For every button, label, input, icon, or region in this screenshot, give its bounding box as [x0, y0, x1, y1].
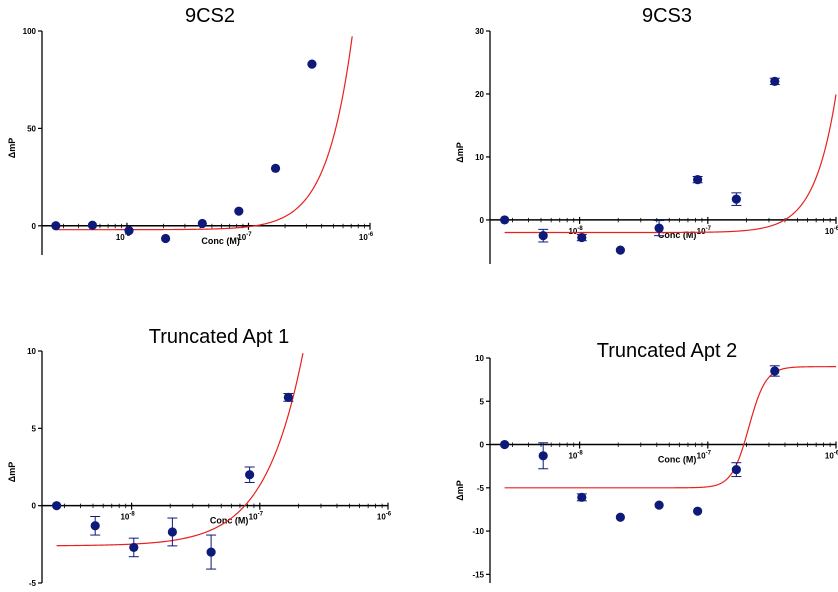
data-point	[307, 59, 317, 69]
y-axis-label: ΔmP	[455, 480, 465, 500]
data-point	[160, 233, 171, 244]
data-point	[731, 194, 741, 204]
x-axis-label: Conc (M)	[658, 230, 697, 240]
x-tick-label: 10-6	[825, 226, 838, 236]
data-point	[693, 506, 703, 516]
y-tick-label: 10	[27, 347, 36, 356]
data-point	[51, 221, 61, 231]
data-point	[124, 226, 134, 236]
data-point	[52, 501, 62, 511]
data-point	[577, 232, 587, 243]
y-tick-label: -15	[472, 570, 484, 579]
y-axis-label: ΔmP	[455, 142, 465, 162]
x-tick-label: 10-8	[568, 226, 583, 236]
x-axis-label: Conc (M)	[658, 455, 697, 465]
x-tick-label: 10-7	[249, 512, 264, 522]
data-point	[129, 542, 139, 553]
y-tick-label: -5	[29, 579, 37, 588]
data-point	[283, 392, 293, 402]
y-tick-label: -5	[477, 484, 485, 493]
data-point	[500, 215, 510, 225]
data-point	[197, 218, 207, 229]
y-tick-label: 0	[480, 441, 485, 450]
x-tick-label: 10-6	[359, 232, 374, 242]
y-tick-label: 30	[475, 27, 484, 36]
chart-panel: Truncated Apt 1 -5 0 5 10 10-8 10-7 10-6 Conc (M…	[7, 326, 392, 588]
x-tick-label: 10-6	[825, 451, 838, 461]
chart-title: 9CS3	[642, 5, 692, 27]
x-axis-label: Conc (M)	[201, 236, 240, 246]
y-tick-label: -10	[472, 527, 484, 536]
y-axis-label: ΔmP	[7, 138, 17, 158]
y-tick-label: 5	[32, 424, 37, 433]
y-tick-label: 0	[32, 502, 37, 511]
data-point	[167, 527, 177, 537]
x-tick-label: 10-6	[377, 512, 392, 522]
data-point	[245, 470, 255, 480]
chart-panel: 9CS3 0 10 20 30 10-8 10-7 10-6 Conc (M) ΔmP	[455, 5, 838, 264]
data-point	[87, 220, 98, 230]
x-tick-label: 10-7	[237, 232, 252, 242]
y-tick-label: 20	[475, 90, 484, 99]
chart-panel: Truncated Apt 2 -15 -10 -5 0 5 10 10-8 10-7 10-6 C…	[455, 340, 838, 583]
data-point	[770, 76, 780, 86]
data-point	[615, 512, 625, 522]
y-tick-label: 0	[32, 222, 37, 231]
x-tick-label: 10-8	[568, 451, 583, 461]
fit-curve	[504, 366, 836, 489]
data-point	[500, 439, 510, 450]
y-tick-label: 50	[27, 124, 36, 133]
chart-title: 9CS2	[185, 5, 235, 27]
x-tick-label: 10-7	[697, 451, 712, 461]
chart-title: Truncated Apt 1	[149, 326, 289, 348]
fit-curve	[55, 36, 353, 231]
x-axis-label: Conc (M)	[210, 516, 249, 526]
data-point	[538, 451, 548, 461]
fit-curve	[504, 94, 837, 234]
data-point	[654, 223, 664, 233]
data-point	[270, 163, 281, 173]
x-tick-label: 10-7	[697, 226, 712, 236]
data-point	[770, 366, 780, 376]
y-tick-label: 10	[475, 153, 484, 162]
y-axis-label: ΔmP	[7, 462, 17, 482]
data-point	[206, 547, 216, 557]
data-point	[234, 206, 244, 216]
y-tick-label: 5	[480, 397, 485, 406]
data-point	[577, 492, 587, 502]
x-tick-label: 10-8	[120, 512, 135, 522]
data-point	[538, 231, 548, 241]
chart-title: Truncated Apt 2	[597, 340, 737, 362]
data-point	[90, 521, 100, 531]
data-point	[654, 500, 664, 510]
data-point	[731, 465, 741, 475]
data-point	[615, 245, 625, 255]
y-tick-label: 100	[23, 27, 37, 36]
data-point	[693, 175, 703, 185]
fit-curve	[56, 352, 304, 547]
y-tick-label: 0	[480, 216, 485, 225]
y-tick-label: 10	[475, 354, 484, 363]
